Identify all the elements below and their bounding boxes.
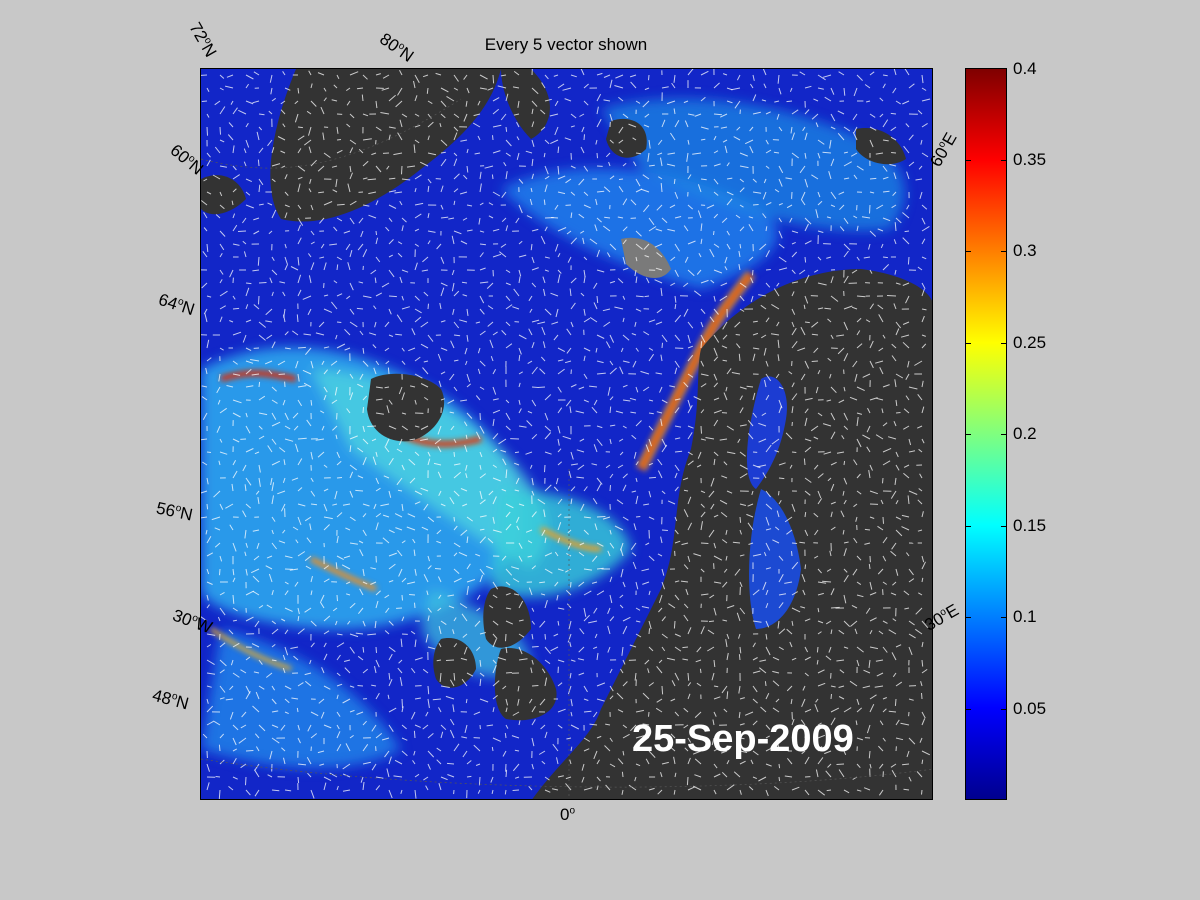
colorbar-tick-label: 0.1: [1013, 607, 1037, 626]
lat-label-56n: 56oN: [154, 498, 195, 525]
current-speed-map[interactable]: [200, 68, 933, 800]
greenland-land: [270, 69, 501, 222]
colorbar-tick-mark: [965, 342, 971, 344]
colorbar-tick-mark: [965, 251, 971, 252]
colorbar-tick-mark: [965, 708, 971, 710]
colorbar-tick-mark: [1001, 708, 1007, 710]
lat-label-48n: 48oN: [150, 685, 191, 714]
velocity-vectors: [201, 69, 931, 799]
colorbar-tick-mark: [1001, 525, 1007, 527]
parallel-72: [201, 98, 462, 169]
colorbar-tick-mark: [1001, 434, 1007, 435]
colorbar-tick-mark: [1001, 251, 1007, 252]
colorbar-tick-mark: [965, 525, 971, 527]
graticule: [201, 98, 932, 799]
map-title: Every 5 vector shown: [484, 35, 648, 54]
colorbar-tick-mark: [965, 68, 971, 69]
colorbar-tick-mark: [1001, 617, 1007, 618]
gulf-of-bothnia-water: [746, 376, 787, 489]
date-stamp: 25-Sep-2009: [632, 718, 854, 760]
land: [201, 69, 932, 799]
colorbar-tick-label: 0.35: [1013, 149, 1047, 169]
novaya-zemlya-land: [856, 128, 906, 165]
colorbar-tick-label: 0.4: [1013, 59, 1037, 78]
baltic-water: [749, 489, 801, 629]
colorbar-tick-label: 0.05: [1013, 698, 1047, 718]
colorbar-tick-label: 0.3: [1013, 241, 1037, 260]
scandinavia-europe-land: [532, 269, 932, 799]
colorbar-tick-label: 0.2: [1013, 424, 1037, 443]
colorbar-tick-label: 0.15: [1013, 515, 1047, 535]
baffin-land: [201, 175, 246, 215]
colorbar-tick-mark: [965, 159, 971, 161]
parallel-48: [201, 758, 932, 788]
svalbard-land: [606, 118, 647, 158]
colorbar-tick-mark: [965, 434, 971, 435]
colorbar-tick-mark: [1001, 159, 1007, 161]
england-land: [494, 648, 557, 721]
colorbar-tick-label: 0.25: [1013, 332, 1047, 352]
colorbar-tick-mark: [1001, 68, 1007, 69]
ice-patch: [621, 237, 671, 279]
colorbar-tick-mark: [965, 617, 971, 618]
iceland-land: [367, 373, 445, 442]
map-canvas: [201, 69, 932, 799]
lat-label-64n: 64oN: [156, 289, 197, 320]
colorbar-tick-mark: [1001, 342, 1007, 344]
lon-label-0: 0o: [560, 805, 576, 824]
scotland-land: [483, 586, 531, 648]
